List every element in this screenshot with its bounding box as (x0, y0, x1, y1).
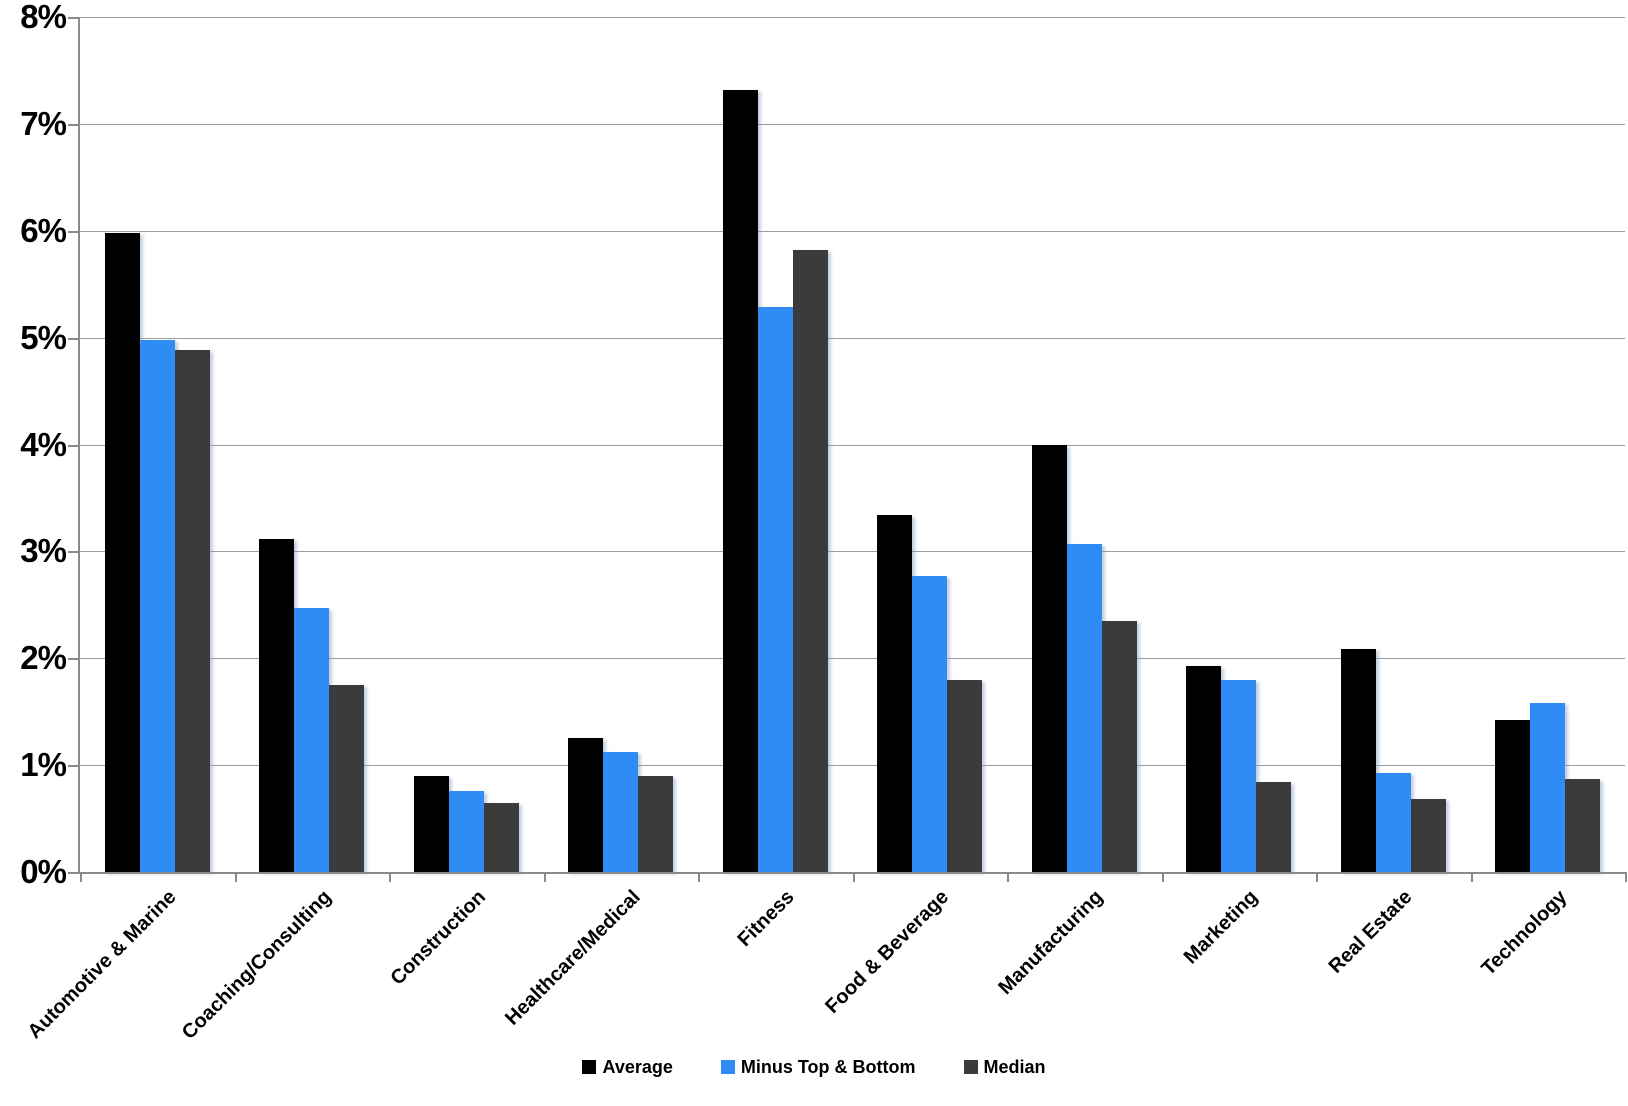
bar (1340, 648, 1376, 872)
x-axis-label: Marketing (1179, 886, 1263, 969)
y-tick-mark (68, 123, 80, 126)
x-axis-label: Food & Beverage (821, 886, 954, 1018)
bar (638, 775, 674, 872)
bar (259, 538, 295, 872)
y-axis-label: 0% (20, 853, 67, 890)
bar (1186, 665, 1222, 872)
gridline (80, 765, 1625, 767)
y-tick-mark (68, 658, 80, 661)
bar (1530, 703, 1566, 872)
x-tick-mark (234, 872, 237, 882)
gridline (80, 658, 1625, 660)
legend-swatch (582, 1060, 597, 1074)
bar (722, 89, 758, 872)
y-axis-label: 6% (20, 211, 67, 249)
bar (1410, 799, 1446, 872)
x-tick-mark (389, 872, 391, 882)
bar (448, 790, 484, 872)
y-tick-mark (68, 444, 80, 447)
y-tick-mark (68, 17, 80, 19)
y-axis-label: 8% (20, 0, 67, 35)
bar (1565, 779, 1601, 872)
bar (139, 339, 175, 872)
bar (568, 738, 604, 872)
y-axis-label: 7% (20, 104, 67, 142)
bar (1375, 772, 1411, 872)
legend-item: Median (963, 1056, 1046, 1078)
bar (413, 775, 449, 872)
bar (603, 752, 639, 872)
bar (792, 249, 828, 872)
bar (1221, 679, 1257, 872)
bar (877, 515, 913, 872)
x-tick-mark (1470, 872, 1473, 882)
gridline (80, 444, 1625, 446)
bar (912, 575, 948, 872)
legend-item: Average (582, 1056, 673, 1078)
gridline (80, 123, 1625, 125)
y-tick-mark (68, 230, 80, 233)
bar (1256, 782, 1292, 872)
legend-item: Minus Top & Bottom (720, 1056, 916, 1078)
x-tick-mark (852, 872, 855, 882)
y-axis-label: 4% (20, 425, 67, 463)
x-axis-label: Healthcare/Medical (500, 886, 645, 1030)
x-axis-label: Technology (1477, 886, 1572, 980)
bar (1066, 543, 1102, 872)
x-tick-mark (80, 872, 82, 882)
x-axis-label: Fitness (733, 886, 799, 952)
gridline (80, 230, 1625, 232)
bar (757, 306, 793, 872)
y-tick-mark (68, 872, 80, 874)
y-axis-label: 3% (20, 532, 67, 570)
chart-legend: Average Minus Top & Bottom Median (0, 1050, 1628, 1084)
x-axis-label: Coaching/Consulting (177, 886, 336, 1044)
gridline (80, 551, 1625, 553)
x-axis-label: Manufacturing (994, 886, 1108, 999)
x-tick-mark (543, 872, 546, 882)
bar (174, 350, 210, 872)
x-tick-mark (1007, 872, 1009, 882)
gridline (80, 337, 1625, 339)
x-tick-mark (1316, 872, 1318, 882)
x-tick-mark (698, 872, 700, 882)
bar (1031, 444, 1067, 872)
gridline (80, 17, 1625, 18)
bar (947, 679, 983, 872)
legend-label: Minus Top & Bottom (740, 1056, 916, 1077)
y-tick-mark (68, 337, 80, 340)
bar (294, 608, 330, 872)
y-axis-label: 2% (20, 639, 67, 677)
legend-label: Average (602, 1056, 673, 1077)
x-axis-label: Automotive & Marine (23, 886, 181, 1043)
legend-label: Median (983, 1056, 1046, 1077)
bar (104, 232, 140, 872)
bar (329, 684, 365, 872)
y-axis-line (78, 17, 80, 872)
bar (483, 802, 519, 872)
y-tick-mark (68, 551, 80, 554)
x-tick-mark (1625, 872, 1627, 882)
y-tick-mark (68, 765, 80, 768)
y-axis-label: 5% (20, 318, 67, 356)
y-axis-label: 1% (20, 746, 67, 784)
x-axis-label: Real Estate (1324, 886, 1417, 978)
legend-swatch (963, 1060, 978, 1074)
x-axis-line (78, 872, 1625, 874)
bar (1495, 720, 1531, 872)
bar (1101, 620, 1137, 872)
x-tick-mark (1161, 872, 1164, 882)
legend-swatch (720, 1060, 735, 1074)
x-axis-label: Construction (386, 886, 490, 990)
